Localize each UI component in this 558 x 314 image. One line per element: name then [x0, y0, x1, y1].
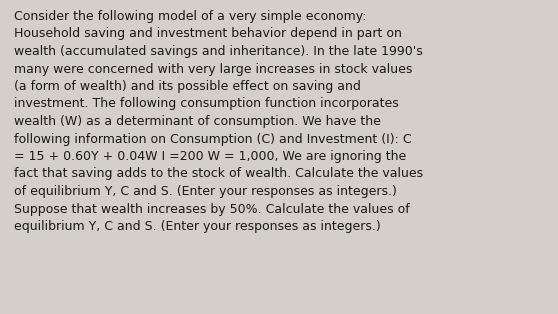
Text: Consider the following model of a very simple economy:
Household saving and inve: Consider the following model of a very s… [14, 10, 423, 233]
